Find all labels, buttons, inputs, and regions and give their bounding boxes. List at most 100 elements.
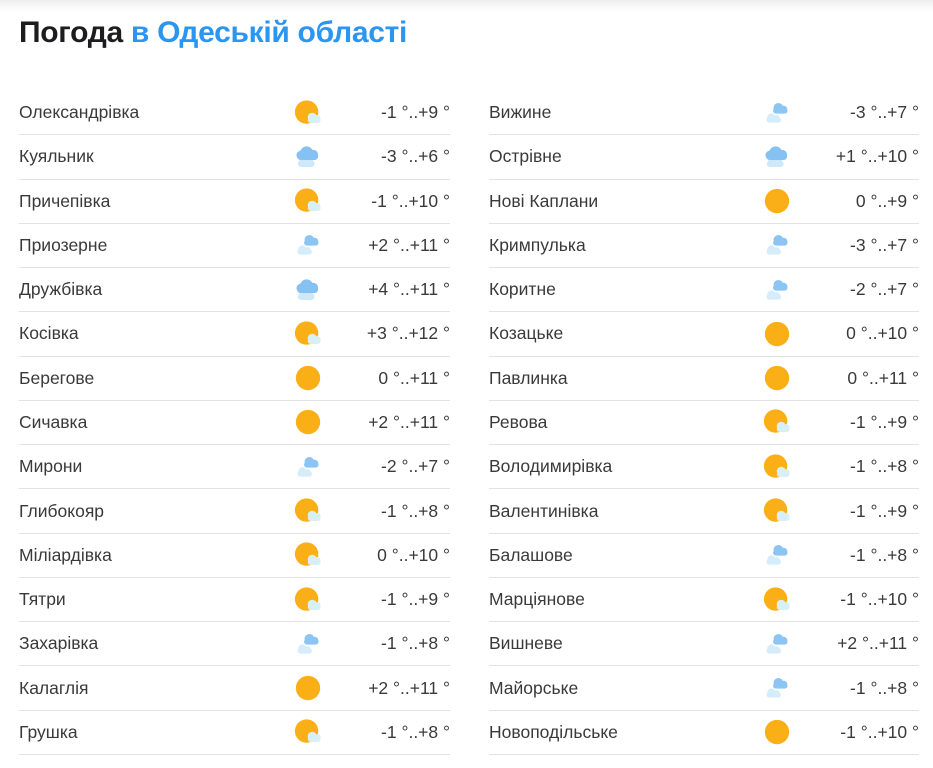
city-name: Захарівка [19,633,99,654]
temp-range: 0 °..+10 ° [377,544,450,565]
sun-behind-cloud-icon [292,186,324,216]
two-clouds-icon [292,452,324,482]
weather-row[interactable]: Мирони -2 °..+7 ° [19,445,450,490]
weather-row[interactable]: Олександрівка -1 °..+9 ° [19,91,450,136]
temp-range: +4 °..+11 ° [368,279,450,300]
weather-row[interactable]: Острівне +1 °..+10 ° [489,135,919,180]
temp-range: -1 °..+8 ° [381,500,450,521]
weather-row[interactable]: Глибокояр -1 °..+8 ° [19,489,450,534]
weather-row[interactable]: Дружбівка +4 °..+11 ° [19,268,450,313]
city-name: Марціянове [489,589,585,610]
temp-range: -1 °..+8 ° [850,677,919,698]
city-name: Міліардівка [19,544,112,565]
city-name: Тятри [19,589,66,610]
city-name: Кримпулька [489,234,586,255]
weather-row[interactable]: Берегове 0 °..+11 ° [19,357,450,401]
sun-behind-cloud-icon [292,98,324,128]
weather-row[interactable]: Вижине -3 °..+7 ° [489,91,919,136]
weather-row[interactable]: Сичавка +2 °..+11 ° [19,401,450,446]
city-name: Вижине [489,102,552,123]
sun-behind-cloud-icon [292,540,324,570]
temp-range: -1 °..+10 ° [371,190,450,211]
temp-range: -1 °..+9 ° [850,500,919,521]
two-clouds-icon [761,230,793,260]
weather-row[interactable]: Коритне -2 °..+7 ° [489,268,919,313]
two-clouds-icon [761,673,793,703]
two-clouds-icon [761,629,793,659]
city-name: Калаглія [19,677,89,698]
two-clouds-icon [292,629,324,659]
weather-row[interactable]: Косівка +3 °..+12 ° [19,312,450,357]
weather-row[interactable]: Калаглія +2 °..+11 ° [19,666,450,711]
weather-column-0: Олександрівка -1 °..+9 ° Куяльник -3 °..… [19,91,450,755]
weather-row[interactable]: Валентинівка -1 °..+9 ° [489,489,919,534]
temp-range: -1 °..+8 ° [381,633,450,654]
title-weather-label: Погода [19,16,123,49]
weather-row[interactable]: Кримпулька -3 °..+7 ° [489,224,919,269]
weather-row[interactable]: Ревова -1 °..+9 ° [489,401,919,446]
temp-range: +2 °..+11 ° [837,633,919,654]
temp-range: -1 °..+9 ° [381,589,450,610]
temp-range: +3 °..+12 ° [366,323,450,344]
temp-range: +2 °..+11 ° [368,234,450,255]
weather-row[interactable]: Майорське -1 °..+8 ° [489,666,919,711]
city-name: Мирони [19,456,83,477]
temp-range: -3 °..+7 ° [850,102,919,123]
city-name: Коритне [489,279,556,300]
weather-row[interactable]: Тятри -1 °..+9 ° [19,578,450,623]
city-name: Грушка [19,721,78,742]
sun-icon [761,319,793,349]
city-name: Берегове [19,367,95,388]
temp-range: -1 °..+8 ° [850,456,919,477]
temp-range: 0 °..+10 ° [846,323,919,344]
city-name: Олександрівка [19,102,140,123]
city-name: Куяльник [19,146,94,167]
page-title: Погода в Одеській області [0,0,933,50]
temp-range: 0 °..+11 ° [847,367,919,388]
weather-row[interactable]: Міліардівка 0 °..+10 ° [19,534,450,578]
title-region-link[interactable]: в Одеській області [130,16,408,49]
weather-row[interactable]: Марціянове -1 °..+10 ° [489,578,919,623]
weather-row[interactable]: Володимирівка -1 °..+8 ° [489,445,919,490]
city-name: Валентинівка [489,500,599,521]
city-name: Причепівка [19,190,111,211]
sun-icon [761,186,793,216]
temp-range: 0 °..+9 ° [855,190,919,211]
sun-behind-cloud-icon [292,717,324,747]
weather-row[interactable]: Вишневе +2 °..+11 ° [489,622,919,667]
two-clouds-icon [761,98,793,128]
sun-behind-cloud-icon [292,496,324,526]
weather-row[interactable]: Грушка -1 °..+8 ° [19,711,450,755]
temp-range: -2 °..+7 ° [381,456,450,477]
weather-row[interactable]: Захарівка -1 °..+8 ° [19,622,450,667]
temp-range: -1 °..+9 ° [381,102,450,123]
sun-icon [292,673,324,703]
city-name: Дружбівка [19,279,103,300]
weather-row[interactable]: Новоподільське -1 °..+10 ° [489,711,919,755]
sun-behind-cloud-icon [761,496,793,526]
weather-row[interactable]: Козацьке 0 °..+10 ° [489,312,919,357]
weather-row[interactable]: Павлинка 0 °..+11 ° [489,357,919,401]
weather-row[interactable]: Причепівка -1 °..+10 ° [19,180,450,224]
two-clouds-icon [761,275,793,305]
city-name: Ревова [489,411,548,432]
two-clouds-icon [761,540,793,570]
city-name: Павлинка [489,367,568,388]
temp-range: 0 °..+11 ° [378,367,450,388]
temp-range: -1 °..+10 ° [840,589,919,610]
weather-row[interactable]: Нові Каплани 0 °..+9 ° [489,180,919,224]
cloudy-icon [761,142,793,172]
two-clouds-icon [292,230,324,260]
sun-icon [761,363,793,393]
city-name: Косівка [19,323,79,344]
city-name: Майорське [489,677,579,698]
weather-row[interactable]: Приозерне +2 °..+11 ° [19,224,450,269]
sun-icon [761,717,793,747]
weather-row[interactable]: Куяльник -3 °..+6 ° [19,135,450,180]
sun-icon [292,407,324,437]
temp-range: -3 °..+6 ° [381,146,450,167]
temp-range: -1 °..+9 ° [850,411,919,432]
city-name: Острівне [489,146,562,167]
weather-row[interactable]: Балашове -1 °..+8 ° [489,534,919,578]
sun-behind-cloud-icon [761,452,793,482]
